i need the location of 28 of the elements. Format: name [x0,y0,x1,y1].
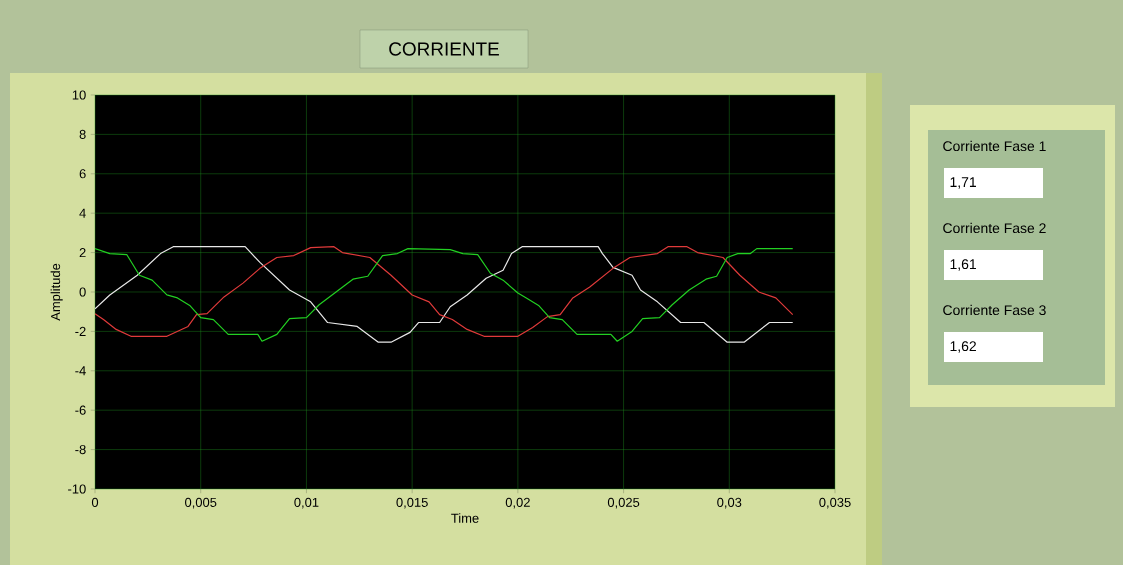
chart-title: CORRIENTE [389,42,499,56]
text: 1,61 [950,259,976,271]
y-tick-label: -8 [75,445,86,455]
text: Corriente Fase 1 [943,140,1046,152]
text: 1,62 [950,341,976,353]
y-tick-label: 10 [72,90,86,100]
y-tick-label: -4 [75,366,86,376]
x-tick-label: 0,025 [607,497,640,509]
x-tick-label: 0,035 [819,497,851,509]
x-tick-label: 0,015 [396,497,428,509]
y-tick-label: 6 [79,169,86,179]
y-axis-title: Amplitude [50,263,63,321]
text: Corriente Fase 3 [943,304,1046,316]
y-tick-label: 8 [79,129,86,139]
y-tick-label: 0 [79,287,86,297]
y-tick-label: -2 [75,326,86,336]
text: 1,71 [950,177,976,189]
x-tick-label: 0,005 [185,497,217,509]
text: Corriente Fase 2 [943,222,1046,234]
x-tick-label: 0,03 [717,497,742,509]
y-tick-label: -6 [75,405,86,415]
y-tick-label: 4 [79,208,86,218]
y-tick-label: 2 [79,248,86,258]
x-tick-label: 0,02 [505,497,530,509]
x-axis-title: Time [451,513,479,523]
x-tick-label: 0,01 [294,497,319,509]
x-tick-label: 0 [91,497,99,507]
y-tick-label: -10 [68,484,86,494]
